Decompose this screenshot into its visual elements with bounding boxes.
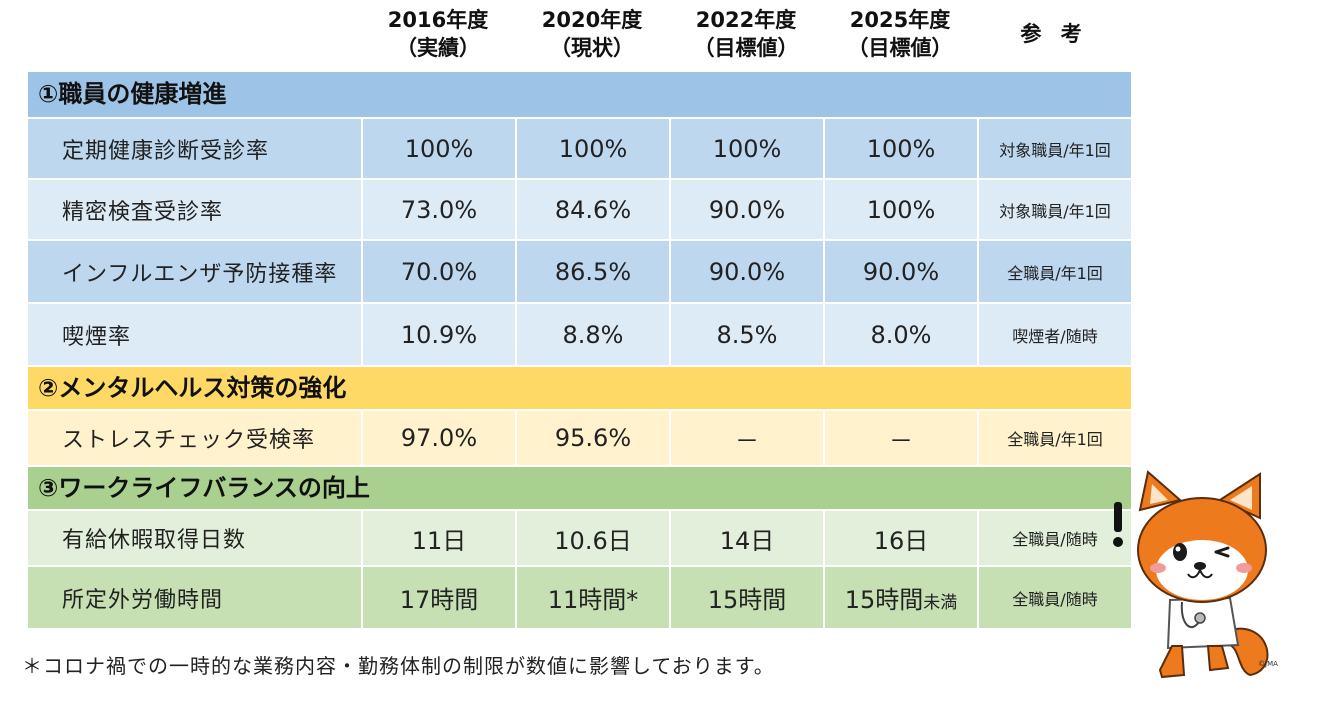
value-cell: 8.5% bbox=[669, 304, 823, 365]
value-cell: 11時間* bbox=[515, 567, 669, 628]
reference-cell: 全職員/年1回 bbox=[977, 411, 1131, 465]
reference-cell: 全職員/年1回 bbox=[977, 241, 1131, 302]
reference-cell: 全職員/随時 bbox=[977, 511, 1131, 565]
column-header-year: 2016年度 bbox=[387, 8, 489, 32]
value-cell: － bbox=[823, 411, 977, 465]
column-header-year: 2020年度 bbox=[541, 8, 643, 32]
column-header-reference: 参 考 bbox=[1020, 22, 1088, 46]
reference-cell: 対象職員/年1回 bbox=[977, 180, 1131, 239]
row-label: 所定外労働時間 bbox=[28, 567, 361, 628]
column-header-type: （目標値） bbox=[847, 36, 953, 60]
value-cell: 100% bbox=[823, 180, 977, 239]
row-label: インフルエンザ予防接種率 bbox=[28, 241, 361, 302]
value-cell: 14日 bbox=[669, 511, 823, 565]
column-header-year: 2022年度 bbox=[695, 8, 797, 32]
reference-cell: 全職員/随時 bbox=[977, 567, 1131, 628]
section-header-health: ①職員の健康増進 bbox=[28, 72, 1131, 117]
value-cell: 15時間 bbox=[669, 567, 823, 628]
table-row: インフルエンザ予防接種率 70.0% 86.5% 90.0% 90.0% 全職員… bbox=[28, 239, 1131, 302]
value-cell: 11日 bbox=[361, 511, 515, 565]
table-row: 喫煙率 10.9% 8.8% 8.5% 8.0% 喫煙者/随時 bbox=[28, 302, 1131, 365]
value-cell: 90.0% bbox=[669, 180, 823, 239]
table-row: 精密検査受診率 73.0% 84.6% 90.0% 100% 対象職員/年1回 bbox=[28, 178, 1131, 239]
column-header-2016: 2016年度 （実績） bbox=[362, 6, 514, 66]
value-cell: 86.5% bbox=[515, 241, 669, 302]
footnote: ＊コロナ禍での一時的な業務内容・勤務体制の制限が数値に影響しております。 bbox=[22, 654, 775, 678]
value-cell: 15時間 未満 bbox=[823, 567, 977, 628]
column-header-type: （目標値） bbox=[693, 36, 799, 60]
column-header-type: （現状） bbox=[550, 36, 634, 60]
value-cell: 100% bbox=[823, 119, 977, 178]
column-header-2020: 2020年度 （現状） bbox=[516, 6, 668, 66]
fox-doctor-mascot-icon: ©JMA bbox=[1110, 470, 1310, 685]
value-text: 15時間 bbox=[844, 586, 924, 614]
row-label: 喫煙率 bbox=[28, 304, 361, 365]
value-cell: 8.0% bbox=[823, 304, 977, 365]
column-header-2025: 2025年度 （目標値） bbox=[824, 6, 976, 66]
value-cell: 17時間 bbox=[361, 567, 515, 628]
value-cell: 16日 bbox=[823, 511, 977, 565]
table-row: 定期健康診断受診率 100% 100% 100% 100% 対象職員/年1回 bbox=[28, 117, 1131, 178]
value-cell: 70.0% bbox=[361, 241, 515, 302]
value-cell: 100% bbox=[515, 119, 669, 178]
value-cell: 90.0% bbox=[823, 241, 977, 302]
health-targets-table: ①職員の健康増進 定期健康診断受診率 100% 100% 100% 100% 対… bbox=[28, 72, 1131, 628]
value-cell: 73.0% bbox=[361, 180, 515, 239]
table-row: ストレスチェック受検率 97.0% 95.6% － － 全職員/年1回 bbox=[28, 409, 1131, 465]
row-label: 精密検査受診率 bbox=[28, 180, 361, 239]
value-cell: 10.6日 bbox=[515, 511, 669, 565]
value-cell: 100% bbox=[361, 119, 515, 178]
value-cell: 97.0% bbox=[361, 411, 515, 465]
table-row: 有給休暇取得日数 11日 10.6日 14日 16日 全職員/随時 bbox=[28, 509, 1131, 565]
value-cell: 95.6% bbox=[515, 411, 669, 465]
column-header-year: 2025年度 bbox=[849, 8, 951, 32]
value-cell: 90.0% bbox=[669, 241, 823, 302]
value-suffix: 未満 bbox=[923, 593, 958, 613]
section-header-work-life-balance: ③ワークライフバランスの向上 bbox=[28, 465, 1131, 509]
value-cell: － bbox=[669, 411, 823, 465]
row-label: ストレスチェック受検率 bbox=[28, 411, 361, 465]
column-header-2022: 2022年度 （目標値） bbox=[670, 6, 822, 66]
value-cell: 8.8% bbox=[515, 304, 669, 365]
column-header-type: （実績） bbox=[396, 36, 480, 60]
reference-cell: 喫煙者/随時 bbox=[977, 304, 1131, 365]
table-row: 所定外労働時間 17時間 11時間* 15時間 15時間 未満 全職員/随時 bbox=[28, 565, 1131, 628]
reference-cell: 対象職員/年1回 bbox=[977, 119, 1131, 178]
section-header-mental-health: ②メンタルヘルス対策の強化 bbox=[28, 365, 1131, 409]
value-cell: 100% bbox=[669, 119, 823, 178]
row-label: 定期健康診断受診率 bbox=[28, 119, 361, 178]
value-cell: 84.6% bbox=[515, 180, 669, 239]
value-cell: 10.9% bbox=[361, 304, 515, 365]
svg-text:©JMA: ©JMA bbox=[1258, 660, 1278, 668]
row-label: 有給休暇取得日数 bbox=[28, 511, 361, 565]
